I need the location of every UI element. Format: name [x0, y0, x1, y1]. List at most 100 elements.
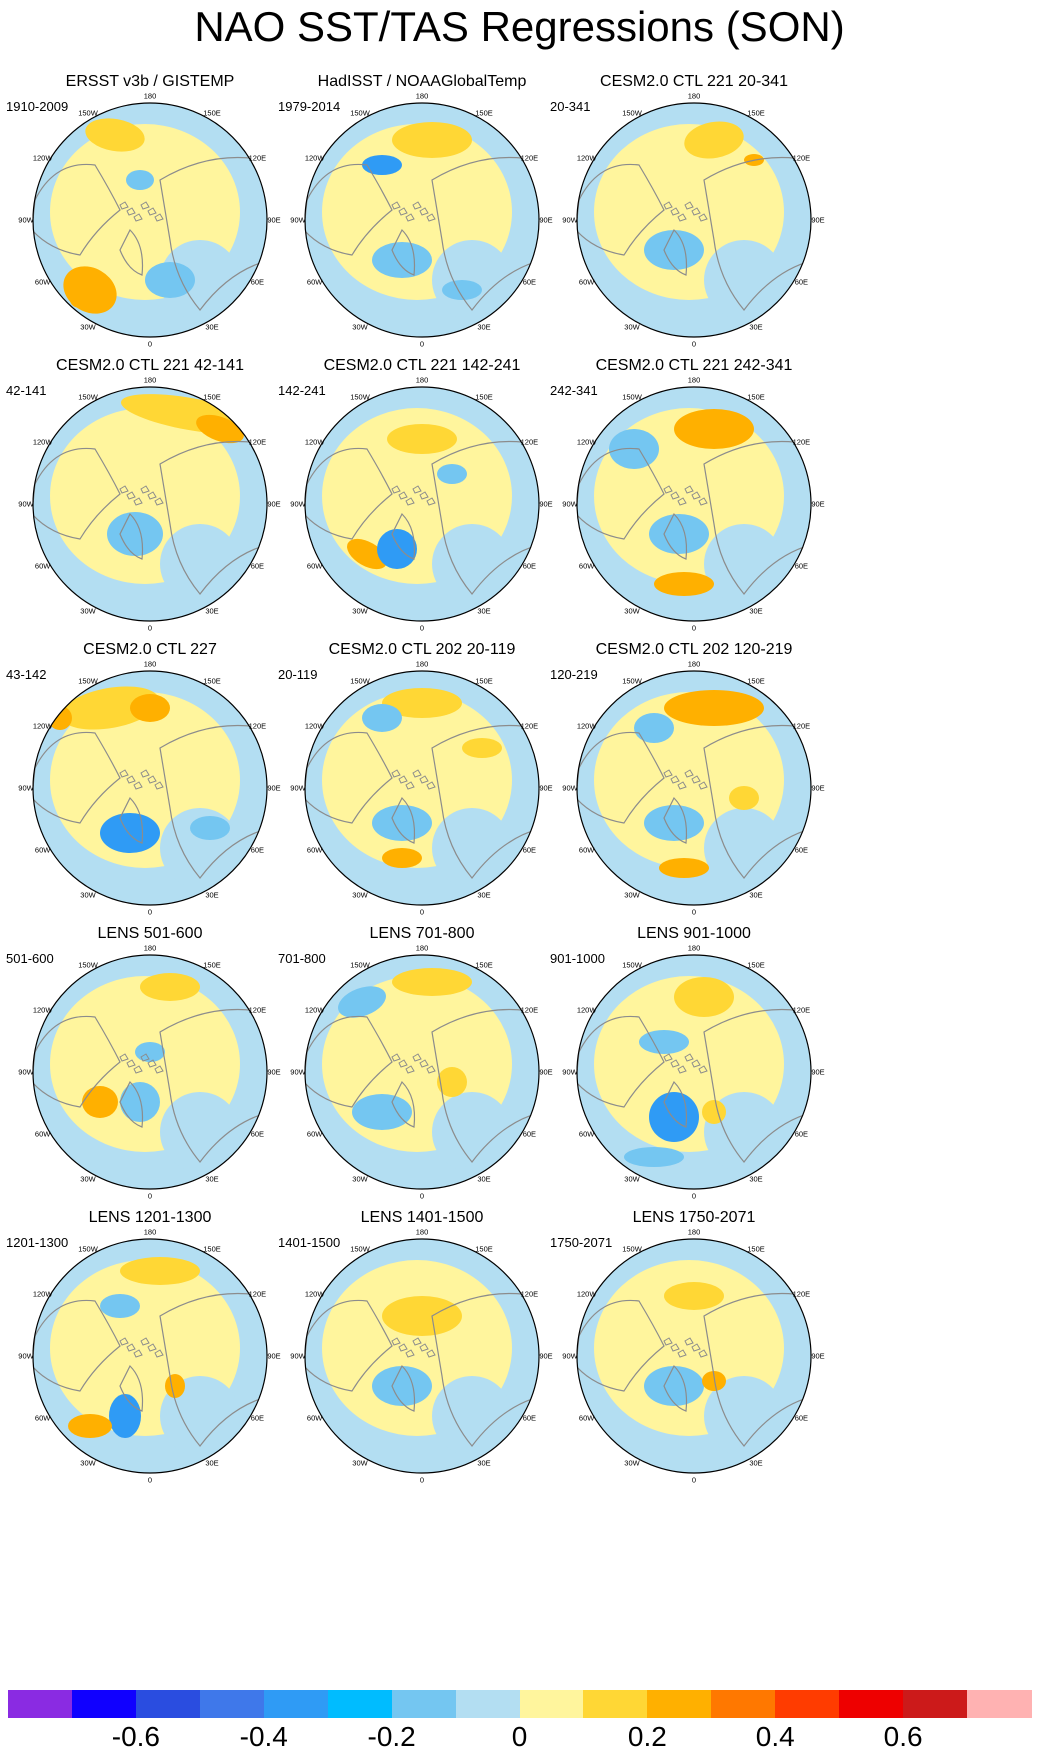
- longitude-label: 120W: [304, 153, 325, 163]
- coastline: [119, 512, 144, 560]
- anomaly-region: [130, 694, 170, 722]
- longitude-label: 180: [687, 375, 701, 385]
- longitude-label: 150W: [350, 392, 370, 402]
- anomaly-region: [644, 1366, 704, 1406]
- longitude-label: 150E: [747, 108, 765, 118]
- longitude-label: 150E: [475, 676, 493, 686]
- longitude-label: 150E: [203, 108, 221, 118]
- anomaly-region: [644, 805, 704, 841]
- panel-title: LENS 901-1000: [637, 925, 751, 942]
- panel-title: CESM2.0 CTL 221 142-241: [323, 357, 521, 374]
- polar-map: [304, 102, 540, 338]
- coastline: [119, 228, 144, 276]
- longitude-label: 120E: [248, 153, 267, 163]
- longitude-label: 90W: [290, 783, 306, 793]
- longitude-label: 150W: [622, 392, 642, 402]
- colorbar-cell: [391, 1690, 457, 1718]
- panel-period: 242-341: [550, 383, 598, 398]
- longitude-label: 60E: [794, 1413, 809, 1423]
- coastline: [391, 228, 416, 276]
- longitude-label: 120W: [576, 437, 597, 447]
- longitude-label: 30E: [205, 606, 219, 616]
- longitude-label: 60W: [306, 1129, 323, 1139]
- polar-map: [304, 954, 540, 1190]
- polar-map: [32, 1238, 268, 1474]
- longitude-label: 180: [687, 1227, 701, 1237]
- panel-period: 1910-2009: [6, 99, 69, 114]
- anomaly-region: [654, 572, 714, 596]
- longitude-label: 60E: [522, 277, 537, 287]
- colorbar-cell: [519, 1690, 584, 1718]
- longitude-label: 180: [415, 943, 429, 953]
- panel-title: ERSST v3b / GISTEMP: [65, 73, 235, 90]
- coastline: [33, 447, 121, 540]
- longitude-label: 0: [147, 1191, 153, 1201]
- coastline: [577, 1299, 665, 1392]
- polar-map: [32, 954, 268, 1190]
- longitude-label: 30E: [205, 322, 219, 332]
- coastline: [305, 731, 393, 824]
- longitude-label: 60E: [250, 561, 265, 571]
- anomaly-region: [372, 805, 432, 841]
- longitude-label: 30E: [477, 606, 491, 616]
- longitude-label: 60W: [578, 1129, 595, 1139]
- anomaly-region: [372, 1366, 432, 1406]
- longitude-label: 30W: [352, 1174, 368, 1184]
- colorbar-cell: [263, 1690, 329, 1718]
- longitude-label: 120E: [792, 153, 811, 163]
- panel-title: CESM2.0 CTL 227: [83, 641, 217, 658]
- longitude-label: 90W: [290, 1067, 306, 1077]
- longitude-label: 120E: [792, 721, 811, 731]
- colorbar-cell: [967, 1690, 1032, 1718]
- longitude-label: 60W: [34, 845, 51, 855]
- longitude-label: 90W: [290, 499, 306, 509]
- longitude-label: 90E: [267, 499, 281, 509]
- longitude-label: 60E: [250, 277, 265, 287]
- polar-map: [576, 102, 812, 338]
- longitude-label: 90W: [18, 499, 34, 509]
- coastline: [431, 156, 539, 311]
- colorbar: [8, 1690, 1032, 1718]
- coastline: [431, 1292, 539, 1447]
- coastline: [159, 724, 267, 879]
- longitude-label: 90E: [811, 499, 825, 509]
- panel-period: 42-141: [6, 383, 47, 398]
- coastline: [663, 1364, 688, 1412]
- polar-map: [576, 954, 812, 1190]
- longitude-label: 150E: [203, 676, 221, 686]
- longitude-label: 120E: [248, 437, 267, 447]
- longitude-label: 90W: [290, 1351, 306, 1361]
- longitude-label: 150W: [78, 392, 98, 402]
- panel-period: 20-341: [550, 99, 591, 114]
- panel-title: CESM2.0 CTL 221 42-141: [56, 357, 244, 374]
- longitude-label: 30W: [352, 606, 368, 616]
- longitude-label: 0: [691, 907, 697, 917]
- longitude-label: 90E: [539, 1351, 553, 1361]
- panel-title: LENS 701-800: [369, 925, 475, 942]
- colorbar-cell: [8, 1690, 73, 1718]
- longitude-label: 30W: [352, 890, 368, 900]
- map-panel: LENS 1201-1300 1201-1300 180 150E 120E 90E 60E…: [0, 1208, 310, 1523]
- globe-outline: [32, 102, 268, 338]
- anomaly-region: [70, 292, 90, 308]
- longitude-label: 180: [415, 91, 429, 101]
- coastline: [391, 1364, 416, 1412]
- globe-outline: [304, 102, 540, 338]
- anomaly-region: [135, 1042, 165, 1062]
- longitude-label: 120E: [792, 437, 811, 447]
- longitude-label: 30W: [80, 1174, 96, 1184]
- coastline: [305, 1299, 393, 1392]
- colorbar-tick-label: -0.6: [111, 1721, 160, 1752]
- coastline: [431, 1008, 539, 1163]
- anomaly-region: [392, 122, 472, 158]
- globe-outline: [304, 670, 540, 906]
- anomaly-region: [100, 813, 160, 853]
- longitude-label: 0: [691, 339, 697, 349]
- longitude-label: 0: [419, 339, 425, 349]
- longitude-label: 30W: [624, 1458, 640, 1468]
- map-panel: CESM2.0 CTL 227 43-142 180 150E 120E 90E 60E 30…: [0, 640, 310, 955]
- anomaly-region: [382, 848, 422, 868]
- longitude-label: 90W: [18, 1067, 34, 1077]
- longitude-label: 90W: [18, 215, 34, 225]
- colorbar-tick-label: -0.4: [239, 1721, 288, 1752]
